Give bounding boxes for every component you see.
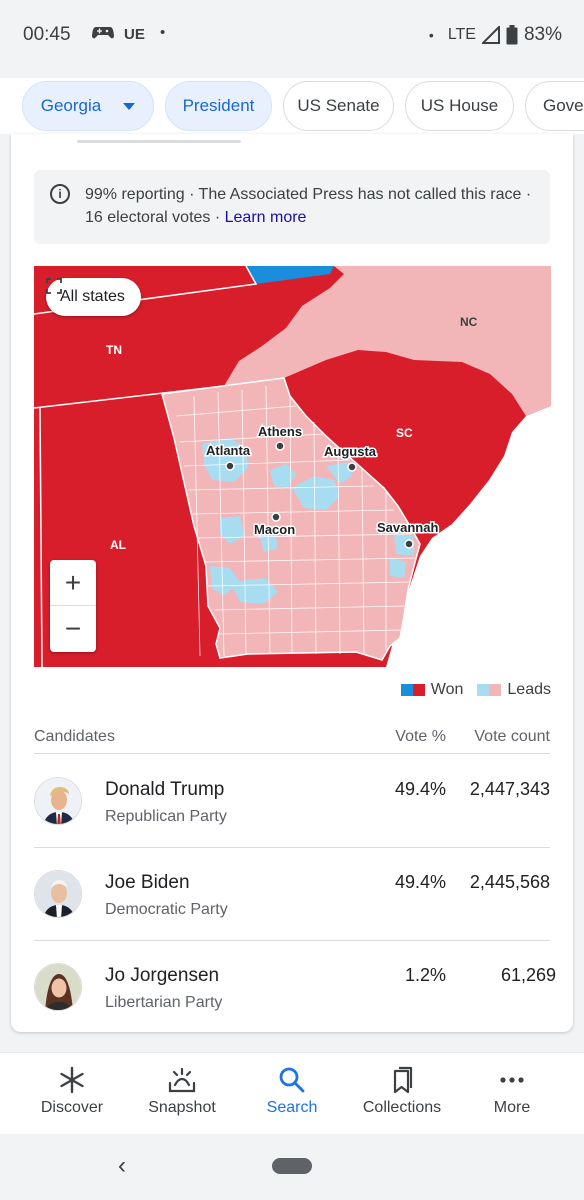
avatar [34, 963, 82, 1011]
zoom-in-button[interactable]: + [50, 560, 96, 606]
candidate-name: Donald Trump [105, 779, 225, 800]
caret-down-icon [123, 102, 136, 110]
chip-us-house[interactable]: US House [405, 81, 514, 131]
legend-rep-won-swatch [412, 684, 425, 696]
map-legend: Won Leads [400, 681, 551, 699]
notification-dot: • [160, 24, 166, 41]
results-map[interactable]: TN NC SC AL Athens Atlanta Augusta Macon… [34, 266, 551, 667]
candidate-party: Republican Party [105, 808, 227, 825]
vote-percent: 49.4% [394, 779, 446, 799]
candidate-row[interactable]: Donald Trump Republican Party 49.4% 2,44… [34, 755, 550, 848]
nav-label: Snapshot [148, 1099, 216, 1116]
bottom-navigation: Discover Snapshot Search Collections Mor… [0, 1052, 584, 1134]
georgia-map-svg: TN NC SC AL Athens Atlanta Augusta Macon… [34, 266, 551, 667]
candidate-row[interactable]: Jo Jorgensen Libertarian Party 1.2% 61,2… [34, 941, 556, 1032]
expand-icon [46, 278, 62, 294]
system-navigation: ‹ [0, 1134, 584, 1200]
clock: 00:45 [23, 24, 71, 45]
chip-label: US House [420, 96, 499, 115]
nav-label: Collections [362, 1099, 442, 1116]
more-icon [500, 1077, 524, 1083]
chip-state-dropdown[interactable]: Georgia [22, 81, 154, 131]
state-label-al: AL [110, 538, 126, 552]
legend-dem-won-swatch [400, 684, 413, 696]
status-dot: • [428, 27, 434, 43]
nav-search[interactable]: Search [237, 1053, 347, 1135]
bookmarks-icon [393, 1066, 413, 1094]
vote-count: 2,445,568 [469, 872, 550, 892]
battery-level: 83% [523, 24, 562, 45]
home-pill[interactable] [272, 1158, 312, 1174]
network-type: LTE [447, 26, 476, 43]
results-table-header: Candidates Vote % Vote count [34, 724, 550, 754]
chip-label: President [182, 96, 255, 115]
reporting-text: 99% reporting · The Associated Press has… [85, 186, 532, 226]
city-label-savannah: Savannah [377, 520, 438, 535]
legend-won-label: Won [430, 681, 464, 698]
zoom-out-button[interactable]: − [64, 613, 82, 644]
back-button[interactable]: ‹ [118, 1152, 126, 1179]
nav-collections[interactable]: Collections [347, 1053, 457, 1135]
legend-dem-leads-swatch [477, 684, 490, 696]
city-label-athens: Athens [258, 424, 302, 439]
status-bar: 00:45 UE • • LTE 83% [0, 0, 584, 70]
candidate-name: Joe Biden [105, 872, 190, 893]
race-filter-chips: Georgia President US Senate US House Gov… [0, 78, 584, 134]
nav-discover[interactable]: Discover [17, 1053, 127, 1135]
state-label-sc: SC [396, 426, 413, 440]
candidate-party: Democratic Party [105, 901, 228, 918]
avatar [34, 777, 82, 825]
search-icon [279, 1067, 305, 1093]
avatar [34, 870, 82, 918]
info-icon: i [50, 184, 70, 204]
nav-label: Search [266, 1099, 318, 1116]
tab-indicator [77, 140, 241, 143]
snapshot-icon [168, 1067, 196, 1093]
battery-icon [506, 25, 518, 45]
candidate-row[interactable]: Joe Biden Democratic Party 49.4% 2,445,5… [34, 848, 550, 941]
city-label-macon: Macon [254, 522, 295, 537]
chip-us-senate[interactable]: US Senate [283, 81, 394, 131]
state-label-tn: TN [106, 343, 122, 357]
game-controller-icon [92, 24, 114, 44]
header-candidates: Candidates [34, 728, 115, 745]
all-states-button[interactable]: All states [46, 278, 141, 316]
learn-more-link[interactable]: Learn more [224, 209, 307, 226]
chip-president[interactable]: President [165, 81, 272, 131]
city-label-atlanta: Atlanta [206, 443, 251, 458]
state-label-nc: NC [460, 315, 478, 329]
status-right: • LTE 83% [429, 24, 562, 46]
vote-percent: 49.4% [394, 872, 446, 892]
nav-label: More [493, 1099, 531, 1116]
chip-label: Gover [543, 96, 584, 115]
reporting-info: i 99% reporting · The Associated Press h… [34, 170, 550, 244]
chip-label: Georgia [40, 96, 102, 115]
chip-label: US Senate [297, 96, 380, 115]
election-results-card: i 99% reporting · The Associated Press h… [11, 134, 573, 1032]
nav-snapshot[interactable]: Snapshot [127, 1053, 237, 1135]
vote-percent: 1.2% [404, 965, 446, 985]
carrier-label: UE [124, 26, 145, 43]
candidate-name: Jo Jorgensen [105, 965, 220, 986]
legend-leads-label: Leads [507, 681, 551, 698]
candidate-party: Libertarian Party [105, 994, 223, 1011]
chip-governor[interactable]: Gover [525, 81, 584, 131]
header-vote-pct: Vote % [395, 728, 446, 745]
nav-more[interactable]: More [457, 1053, 567, 1135]
city-label-augusta: Augusta [324, 444, 377, 459]
header-vote-count: Vote count [474, 728, 550, 745]
all-states-label: All states [60, 288, 125, 305]
signal-icon [481, 26, 500, 44]
zoom-controls: + − [50, 560, 96, 652]
vote-count: 61,269 [500, 965, 556, 985]
vote-count: 2,447,343 [469, 779, 550, 799]
nav-label: Discover [40, 1099, 104, 1116]
legend-rep-leads-swatch [489, 684, 502, 696]
asterisk-icon [60, 1066, 84, 1094]
